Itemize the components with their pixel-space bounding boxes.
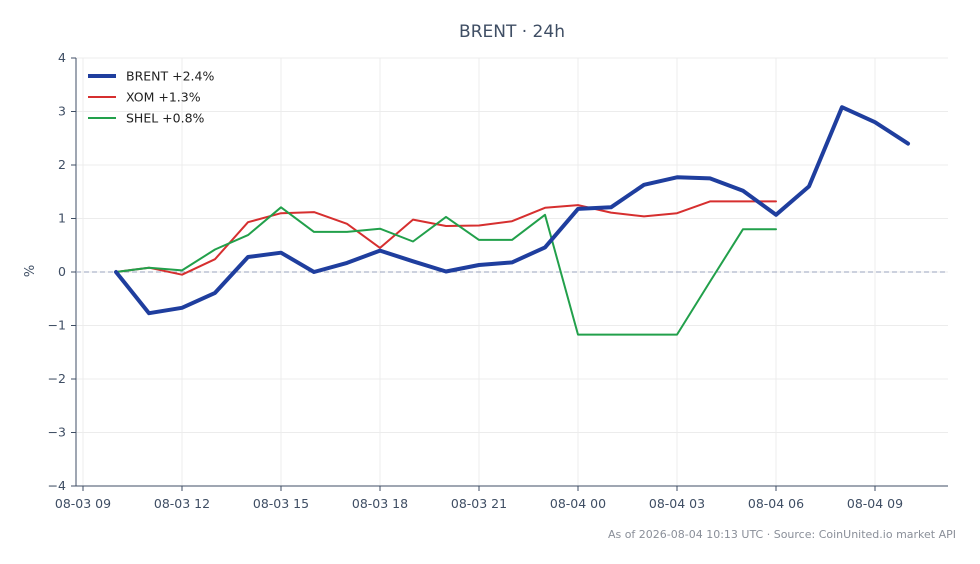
axes: 4 3 2 1 0 −1 −2 −3 −4 08-03 09 08-03 12 08-03 15 08-… xyxy=(48,50,948,511)
legend: BRENT +2.4% XOM +1.3% SHEL +0.8% xyxy=(88,69,214,126)
x-tick-label: 08-03 09 xyxy=(55,496,111,511)
x-tick-label: 08-04 09 xyxy=(847,496,903,511)
y-tick-label: −3 xyxy=(48,425,66,440)
series-line-xom xyxy=(115,200,777,276)
legend-label-shel: SHEL +0.8% xyxy=(126,111,205,126)
y-tick-label: −4 xyxy=(48,478,66,493)
series-layer xyxy=(76,105,948,336)
x-tick-label: 08-03 12 xyxy=(154,496,210,511)
y-tick-label: 1 xyxy=(58,211,66,226)
y-tick-label: 0 xyxy=(58,264,66,279)
x-tick-label: 08-04 00 xyxy=(550,496,606,511)
legend-label-brent: BRENT +2.4% xyxy=(126,69,214,84)
chart-title: BRENT · 24h xyxy=(459,22,565,42)
series-line-shel xyxy=(115,206,777,336)
y-tick-label: 3 xyxy=(58,104,66,119)
y-axis-label: % xyxy=(23,265,38,277)
y-tick-label: 2 xyxy=(58,157,66,172)
legend-label-xom: XOM +1.3% xyxy=(126,90,201,105)
x-tick-label: 08-04 03 xyxy=(649,496,705,511)
y-tick-label: 4 xyxy=(58,50,66,65)
x-tick-label: 08-03 15 xyxy=(253,496,309,511)
x-tick-label: 08-04 06 xyxy=(748,496,804,511)
y-tick-label: −1 xyxy=(48,318,66,333)
x-tick-label: 08-03 18 xyxy=(352,496,408,511)
source-footer: As of 2026-08-04 10:13 UTC · Source: Coi… xyxy=(608,528,956,541)
series-line-brent xyxy=(114,105,910,316)
y-tick-label: −2 xyxy=(48,371,66,386)
x-tick-label: 08-03 21 xyxy=(451,496,507,511)
